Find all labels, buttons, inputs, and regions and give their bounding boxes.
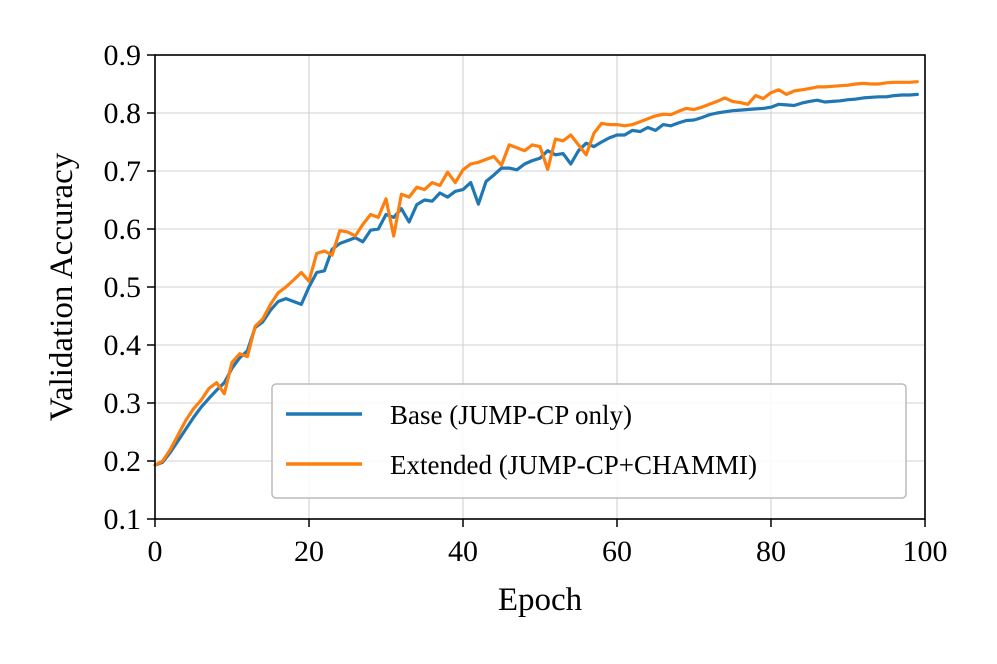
x-axis-label: Epoch (498, 582, 583, 618)
x-tick-label: 20 (294, 535, 324, 568)
legend-label-1: Base (JUMP-CP only) (390, 400, 632, 430)
y-tick-label: 0.5 (104, 271, 142, 304)
x-tick-label: 0 (148, 535, 163, 568)
x-tick-label: 100 (903, 535, 948, 568)
y-tick-label: 0.3 (104, 387, 142, 420)
y-tick-label: 0.8 (104, 97, 142, 130)
x-tick-label: 40 (448, 535, 478, 568)
y-tick-label: 0.2 (104, 445, 142, 478)
y-tick-label: 0.6 (104, 213, 142, 246)
series-lines (153, 80, 919, 467)
series-line-1 (153, 92, 919, 467)
legend: Base (JUMP-CP only) Extended (JUMP-CP+CHA… (271, 383, 907, 499)
y-tick-label: 0.4 (104, 329, 142, 362)
axis-ticks: 0 20 40 60 80 100 0.1 0.2 0.3 0.4 0.5 0.6 0.7 0.8 0.9 (104, 39, 948, 568)
y-axis-label: Validation Accuracy (44, 152, 80, 421)
x-tick-label: 80 (756, 535, 786, 568)
y-tick-label: 0.9 (104, 39, 142, 72)
y-tick-label: 0.7 (104, 155, 142, 188)
legend-label-2: Extended (JUMP-CP+CHAMMI) (390, 450, 757, 480)
legend-box (271, 383, 907, 499)
series-line-2 (153, 80, 919, 467)
x-tick-label: 60 (602, 535, 632, 568)
y-tick-label: 0.1 (104, 503, 142, 536)
